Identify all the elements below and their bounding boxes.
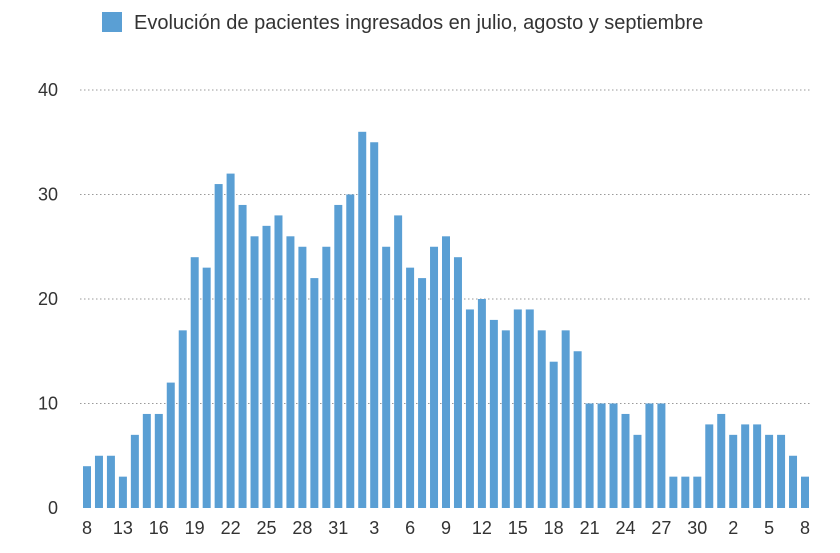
legend-label: Evolución de pacientes ingresados en jul…	[134, 12, 703, 34]
bar	[741, 424, 750, 508]
bar	[346, 194, 355, 508]
bar	[250, 236, 259, 509]
x-tick-label: 30	[687, 518, 707, 538]
bar	[633, 434, 642, 508]
bar	[561, 330, 570, 508]
x-tick-label: 28	[292, 518, 312, 538]
bar	[190, 257, 199, 508]
bar	[693, 476, 702, 508]
bar	[789, 455, 798, 508]
y-tick-label: 0	[48, 498, 58, 518]
bar	[489, 319, 498, 508]
bar	[609, 403, 618, 508]
x-tick-label: 12	[472, 518, 492, 538]
bar	[777, 434, 786, 508]
x-tick-label: 3	[369, 518, 379, 538]
bar	[130, 434, 139, 508]
x-tick-label: 21	[580, 518, 600, 538]
y-tick-label: 40	[38, 80, 58, 100]
x-tick-label: 2	[728, 518, 738, 538]
x-tick-label: 18	[544, 518, 564, 538]
y-tick-label: 30	[38, 185, 58, 205]
x-tick-label: 13	[113, 518, 133, 538]
bar	[453, 257, 462, 508]
bar	[142, 413, 151, 508]
bar	[286, 236, 295, 509]
legend: Evolución de pacientes ingresados en jul…	[102, 12, 703, 34]
bar	[753, 424, 762, 508]
bar	[154, 413, 163, 508]
bar	[442, 236, 450, 509]
bar	[765, 434, 774, 508]
y-axis-tick-labels: 0 10 20 30 40	[38, 80, 58, 518]
bar	[501, 330, 510, 508]
bar	[801, 476, 809, 508]
bar	[430, 246, 439, 508]
bar	[585, 403, 594, 508]
bar	[681, 476, 690, 508]
x-tick-label: 31	[328, 518, 348, 538]
x-tick-label: 16	[149, 518, 169, 538]
x-tick-label: 25	[256, 518, 276, 538]
bar	[202, 267, 211, 508]
bar	[83, 466, 91, 508]
bar	[322, 246, 331, 508]
bar	[226, 173, 235, 508]
bar	[274, 215, 283, 508]
y-tick-label: 10	[38, 394, 58, 414]
x-tick-label: 8	[82, 518, 92, 538]
x-tick-label: 15	[508, 518, 528, 538]
bar	[573, 351, 582, 508]
bar	[310, 278, 319, 508]
bar	[418, 278, 427, 508]
bar	[166, 382, 175, 508]
bar	[106, 455, 115, 508]
bar	[406, 267, 415, 508]
bar	[334, 204, 343, 508]
bar	[645, 403, 654, 508]
bar	[537, 330, 546, 508]
x-axis-tick-labels: 8 13 16 19 22 25 28 31 3 6 9 12 15 18 21 24 27 30 2 5 8	[82, 518, 810, 538]
bar	[370, 142, 379, 508]
bar	[657, 403, 666, 508]
bar	[382, 246, 391, 508]
y-tick-label: 20	[38, 289, 58, 309]
bar	[621, 413, 630, 508]
x-tick-label: 19	[185, 518, 205, 538]
bar	[477, 299, 486, 508]
bar	[669, 476, 678, 508]
bar	[597, 403, 606, 508]
bar	[394, 215, 403, 508]
x-tick-label: 9	[441, 518, 451, 538]
bar	[705, 424, 714, 508]
x-tick-label: 5	[764, 518, 774, 538]
bar	[525, 309, 534, 508]
bar	[238, 204, 247, 508]
legend-swatch	[102, 12, 122, 32]
x-tick-label: 24	[615, 518, 635, 538]
x-tick-label: 8	[800, 518, 810, 538]
bar	[358, 131, 367, 509]
x-tick-label: 27	[651, 518, 671, 538]
bar	[513, 309, 522, 508]
bar	[118, 476, 127, 508]
bar	[465, 309, 474, 508]
bar	[717, 413, 726, 508]
bar	[214, 184, 223, 509]
bar	[729, 434, 738, 508]
bar	[94, 455, 103, 508]
x-tick-label: 6	[405, 518, 415, 538]
x-tick-label: 22	[221, 518, 241, 538]
bars	[83, 131, 809, 509]
bar	[178, 330, 187, 508]
bar	[262, 225, 271, 508]
bar	[298, 246, 307, 508]
bar	[549, 361, 558, 508]
